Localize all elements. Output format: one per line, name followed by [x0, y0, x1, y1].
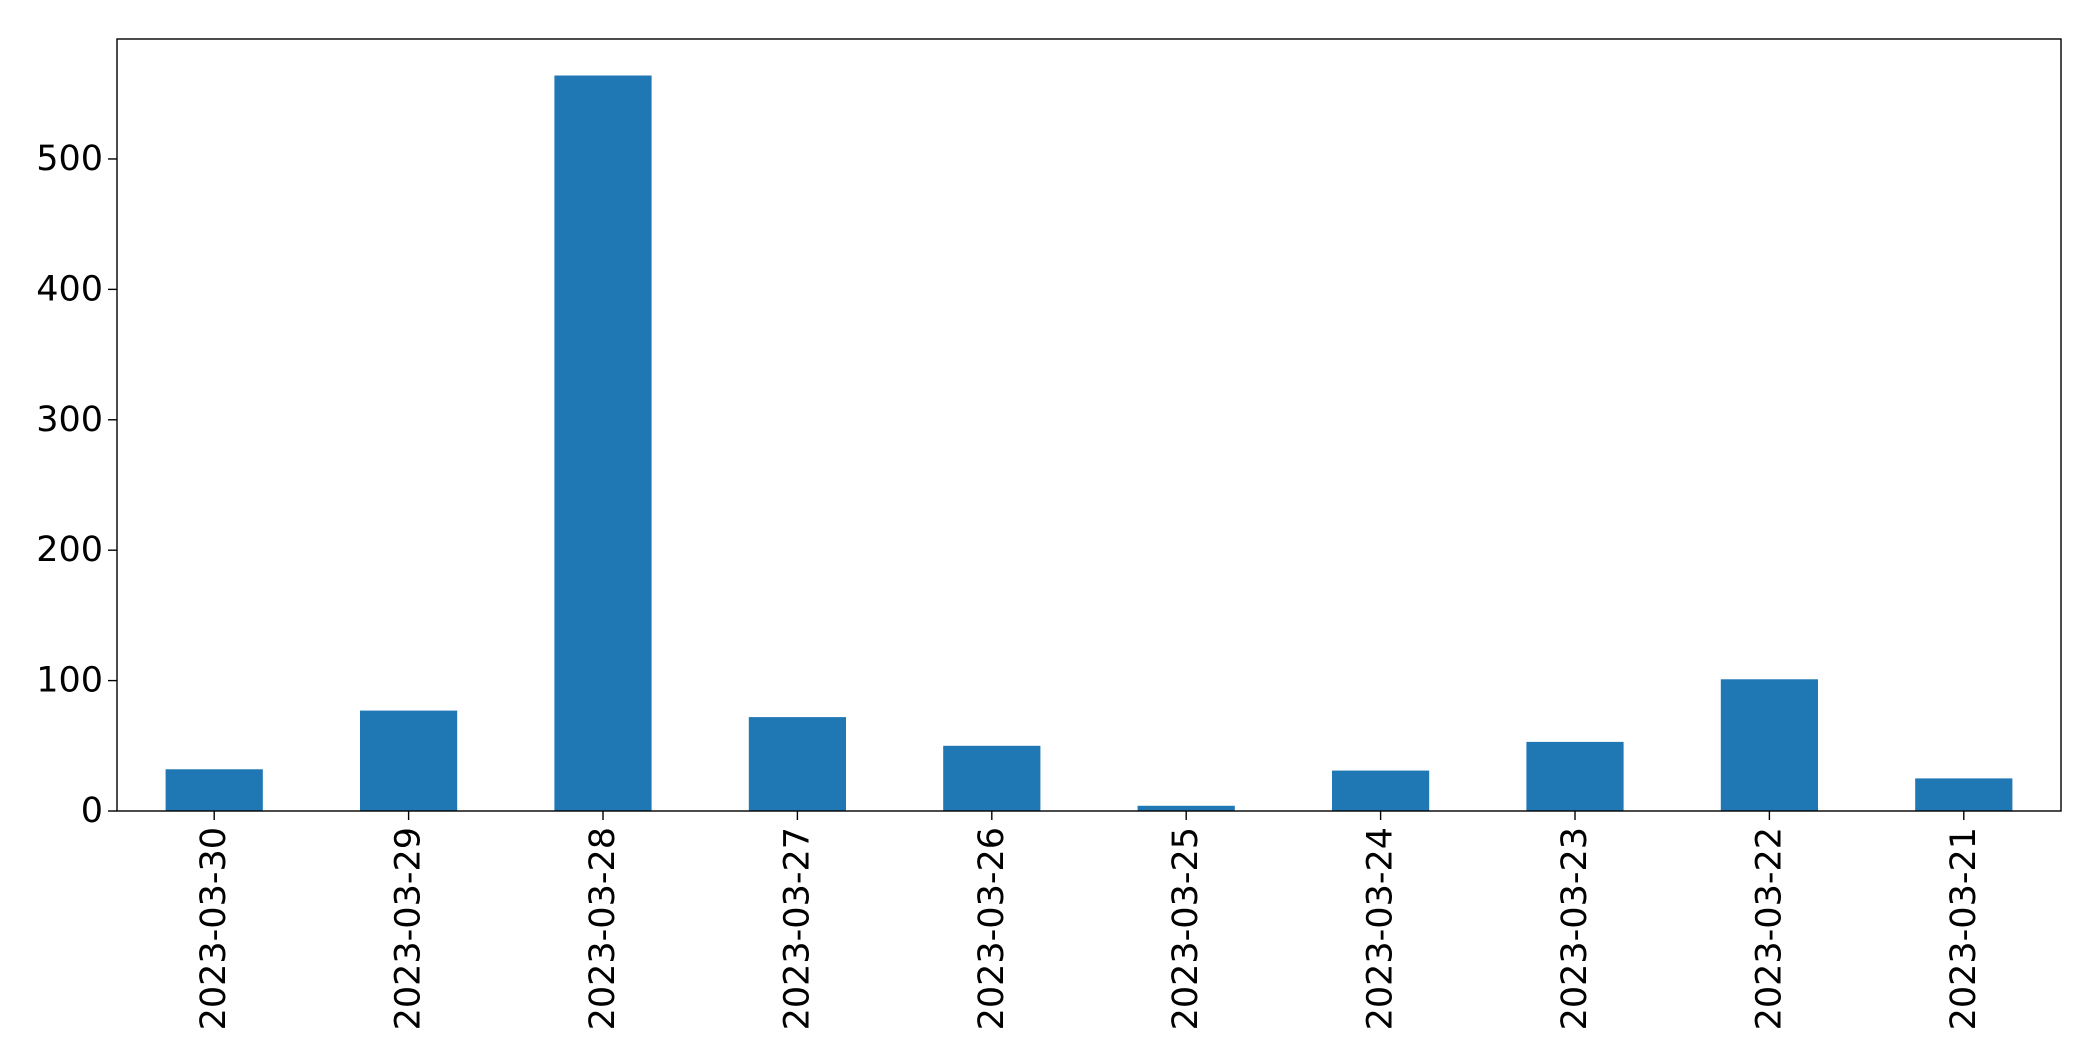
y-tick-label: 500 [36, 139, 103, 179]
bar-2023-03-29 [360, 710, 458, 811]
x-tick-label: 2023-03-22 [1749, 827, 1789, 1030]
x-tick-label: 2023-03-27 [777, 827, 817, 1030]
bars-group [165, 75, 2013, 812]
y-tick-label: 400 [36, 269, 103, 309]
bar-2023-03-23 [1526, 741, 1624, 811]
bar-2023-03-25 [1137, 805, 1235, 811]
bar-2023-03-28 [554, 75, 652, 812]
x-tick-label: 2023-03-26 [972, 827, 1012, 1030]
y-tick-label: 0 [81, 791, 103, 831]
y-tick-label: 300 [36, 400, 103, 440]
x-tick-label: 2023-03-25 [1166, 827, 1206, 1030]
bar-2023-03-30 [165, 769, 263, 811]
x-axis: 2023-03-30 2023-03-29 2023-03-28 2023-03-27… [194, 811, 1984, 1030]
y-tick-label: 100 [36, 661, 103, 701]
x-tick-label: 2023-03-30 [194, 827, 234, 1030]
plot-frame [116, 38, 2062, 812]
x-tick-label: 2023-03-21 [1944, 827, 1984, 1030]
bar-2023-03-24 [1332, 770, 1430, 811]
x-tick-label: 2023-03-24 [1361, 827, 1401, 1030]
y-tick-label: 200 [36, 530, 103, 570]
x-tick-label: 2023-03-23 [1555, 827, 1595, 1030]
x-tick-label: 2023-03-29 [389, 827, 429, 1030]
bar-2023-03-22 [1720, 679, 1818, 811]
bar-2023-03-21 [1915, 778, 2013, 811]
bar-2023-03-26 [943, 745, 1041, 811]
y-axis: 0 100 200 300 400 500 [36, 139, 117, 831]
x-tick-label: 2023-03-28 [583, 827, 623, 1030]
bar-2023-03-27 [748, 717, 846, 811]
